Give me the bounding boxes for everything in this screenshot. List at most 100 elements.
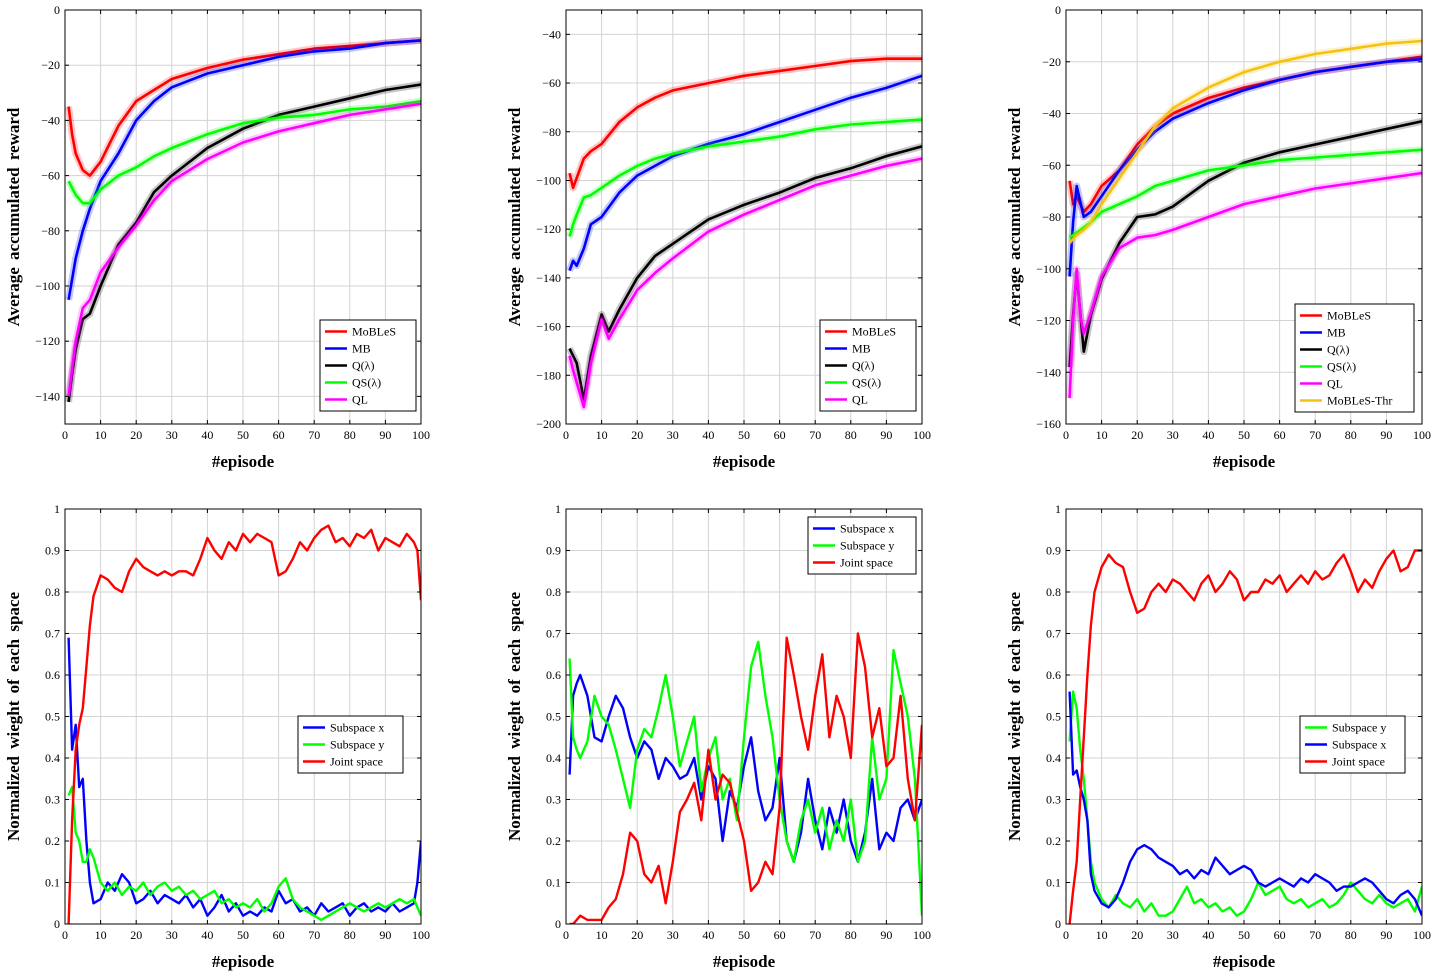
y-tick-label: −140 [1036, 365, 1061, 379]
chart-weights-1: 0 10 20 30 40 50 60 70 80 90 100 0 0.1 0.2 0.3 0.4 0.5 0.… [4, 502, 430, 971]
legend-label: QS(λ) [852, 376, 881, 390]
y-axis-label: Average accumulated reward [505, 107, 524, 326]
legend-label: QS(λ) [352, 376, 381, 390]
x-tick-label: 0 [563, 928, 569, 942]
y-tick-label: −60 [1042, 158, 1061, 172]
grid [65, 10, 421, 424]
y-tick-label: 0.1 [1046, 876, 1061, 890]
x-tick-label: 20 [130, 928, 142, 942]
y-tick-label: 0 [1055, 917, 1061, 931]
x-tick-label: 10 [1096, 428, 1108, 442]
legend-label: Subspace y [840, 539, 894, 553]
x-tick-label: 20 [130, 428, 142, 442]
x-tick-label: 20 [1131, 928, 1143, 942]
x-tick-label: 20 [631, 928, 643, 942]
chart-weights-2: 0 10 20 30 40 50 60 70 80 90 100 0 0.1 0.2 0.3 0.4 0.5 0.… [505, 502, 931, 971]
series-line-subspace-x [67, 637, 421, 917]
y-axis-label: Average accumulated reward [1005, 107, 1024, 326]
y-tick-label: 0.8 [1046, 585, 1061, 599]
x-tick-label: 60 [1274, 928, 1286, 942]
legend-label: Q(λ) [1327, 343, 1349, 357]
series-line-joint-space [67, 524, 421, 924]
legend-label: Subspace x [1332, 738, 1386, 752]
legend-box [1294, 303, 1415, 413]
y-tick-label: 0.3 [45, 793, 60, 807]
x-tick-label: 60 [1274, 428, 1286, 442]
series-line-mobles-thr [1068, 39, 1422, 244]
x-tick-label: 50 [738, 428, 750, 442]
x-tick-label: 30 [166, 428, 178, 442]
y-tick-label: −40 [1042, 107, 1061, 121]
x-tick-label: 40 [702, 428, 714, 442]
series-line-q [67, 83, 421, 403]
x-tick-label: 10 [596, 928, 608, 942]
y-tick-label: −160 [536, 320, 561, 334]
x-tick-label: 100 [1413, 428, 1431, 442]
legend-label: Subspace y [330, 738, 384, 752]
series-line-q [568, 145, 922, 401]
y-tick-label: −180 [536, 368, 561, 382]
y-tick-label: 1 [555, 502, 561, 516]
x-axis-label: #episode [1213, 452, 1276, 471]
legend-label: MoBLeS-Thr [1327, 394, 1392, 408]
y-tick-label: −20 [41, 58, 60, 72]
series-group [1066, 37, 1422, 399]
legend: Subspace y Subspace x Joint space [1299, 715, 1406, 774]
x-tick-label: 30 [667, 928, 679, 942]
series-line-mobles [568, 57, 922, 190]
y-tick-label: 0.8 [546, 585, 561, 599]
x-axis-label: #episode [713, 952, 776, 971]
y-tick-label: 1 [54, 502, 60, 516]
y-tick-label: −100 [536, 173, 561, 187]
y-tick-label: 0.6 [546, 668, 561, 682]
y-tick-label: 0.7 [45, 627, 60, 641]
series-line-ql [568, 157, 922, 409]
x-tick-label: 70 [1309, 928, 1321, 942]
x-tick-label: 80 [344, 428, 356, 442]
x-tick-label: 70 [308, 428, 320, 442]
series-group [65, 36, 421, 403]
y-tick-label: 0.6 [1046, 668, 1061, 682]
legend-label: QL [352, 393, 368, 407]
y-tick-label: −60 [41, 169, 60, 183]
legend-label: Q(λ) [352, 359, 374, 373]
series-line-mobles [67, 39, 421, 177]
x-tick-label: 80 [845, 928, 857, 942]
chart-reward-1: 0 10 20 30 40 50 60 70 80 90 100 −140 −120 −100 −80 −60… [4, 3, 430, 471]
x-tick-label: 90 [379, 928, 391, 942]
x-axis-label: #episode [212, 452, 275, 471]
y-tick-label: −80 [542, 125, 561, 139]
x-tick-label: 50 [237, 428, 249, 442]
y-tick-label: 0 [54, 3, 60, 17]
y-axis-label: Normalized wieght of each space [505, 592, 524, 841]
y-tick-label: 1 [1055, 502, 1061, 516]
y-tick-label: −80 [1042, 210, 1061, 224]
chart-weights-3: 0 10 20 30 40 50 60 70 80 90 100 0 0.1 0.2 0.3 0.4 0.5 0.… [1005, 502, 1431, 971]
x-tick-label: 50 [1238, 928, 1250, 942]
x-tick-label: 40 [1202, 928, 1214, 942]
series-line-mb [568, 74, 922, 272]
series-group [566, 55, 922, 411]
series-group [1068, 549, 1422, 924]
x-tick-label: 60 [273, 428, 285, 442]
series-line-mb [1068, 57, 1422, 277]
chart-reward-3: 0 10 20 30 40 50 60 70 80 90 100 −160 −140 −120 −100 −8… [1005, 3, 1431, 471]
legend-label: Q(λ) [852, 359, 874, 373]
legend-label: MoBLeS [1327, 309, 1371, 323]
series-line-subspace-x [1068, 691, 1422, 917]
x-tick-label: 20 [1131, 428, 1143, 442]
series-line-joint-space [569, 632, 922, 924]
x-tick-label: 50 [237, 928, 249, 942]
y-tick-label: 0 [1055, 3, 1061, 17]
x-tick-label: 60 [273, 928, 285, 942]
legend-label: MB [352, 342, 371, 356]
x-tick-label: 40 [1202, 428, 1214, 442]
x-tick-label: 20 [631, 428, 643, 442]
legend-label: Subspace x [330, 721, 384, 735]
x-tick-label: 100 [913, 928, 931, 942]
y-tick-label: 0.2 [45, 834, 60, 848]
legend-label: Joint space [330, 755, 383, 769]
series-line-ql [1068, 171, 1422, 399]
y-tick-label: −40 [542, 27, 561, 41]
y-tick-label: −20 [1042, 55, 1061, 69]
